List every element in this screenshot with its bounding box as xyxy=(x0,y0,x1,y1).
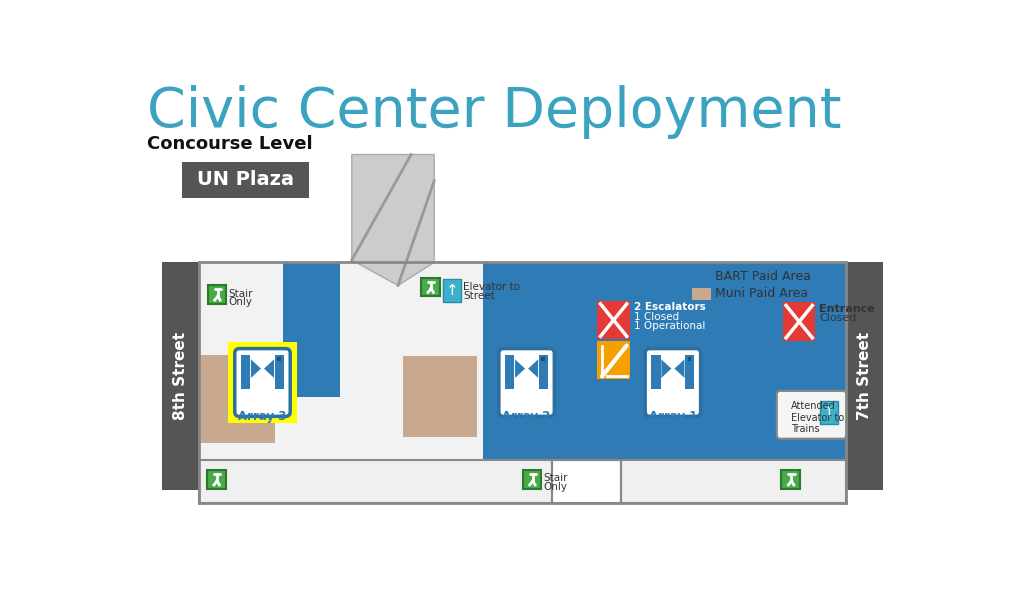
Text: Only: Only xyxy=(543,482,567,492)
Bar xyxy=(199,461,846,503)
Text: Array 1: Array 1 xyxy=(648,410,696,423)
Text: 7th Street: 7th Street xyxy=(856,332,871,421)
FancyBboxPatch shape xyxy=(234,349,290,416)
Bar xyxy=(162,262,199,490)
Text: Muni Paid Area: Muni Paid Area xyxy=(714,287,808,300)
Bar xyxy=(551,461,621,503)
Text: Only: Only xyxy=(228,297,253,307)
Text: Array 2: Array 2 xyxy=(502,410,550,423)
Text: Civic Center Deployment: Civic Center Deployment xyxy=(147,85,841,139)
Bar xyxy=(403,356,476,437)
Bar xyxy=(199,355,274,443)
Bar xyxy=(207,470,225,488)
Text: Stair: Stair xyxy=(543,474,568,483)
Bar xyxy=(199,262,846,490)
Bar xyxy=(240,355,250,389)
Bar xyxy=(522,470,541,488)
Bar xyxy=(783,302,814,341)
Text: BART Paid Area: BART Paid Area xyxy=(714,270,810,283)
Text: ↑: ↑ xyxy=(445,283,458,298)
FancyBboxPatch shape xyxy=(645,349,700,416)
Bar xyxy=(651,355,660,389)
Bar xyxy=(227,342,297,423)
Bar xyxy=(282,262,340,397)
Polygon shape xyxy=(482,262,846,490)
Text: Stair: Stair xyxy=(228,289,253,299)
FancyBboxPatch shape xyxy=(498,349,553,416)
Polygon shape xyxy=(528,359,538,378)
Bar xyxy=(504,355,514,389)
Bar xyxy=(277,357,280,361)
Bar xyxy=(597,341,629,380)
Text: 2 Escalators: 2 Escalators xyxy=(634,302,705,312)
Text: Street: Street xyxy=(463,291,495,301)
Text: 1 Operational: 1 Operational xyxy=(634,321,705,331)
Text: ↑: ↑ xyxy=(822,405,835,420)
Bar xyxy=(692,270,710,283)
Bar xyxy=(421,278,439,296)
Bar xyxy=(685,355,694,389)
Bar xyxy=(687,357,691,361)
Text: UN Plaza: UN Plaza xyxy=(197,171,293,189)
Bar xyxy=(274,355,283,389)
Polygon shape xyxy=(515,359,525,378)
Bar xyxy=(538,355,547,389)
Bar xyxy=(182,162,309,198)
Polygon shape xyxy=(251,359,261,378)
Bar xyxy=(819,401,838,424)
Text: Elevator to: Elevator to xyxy=(463,283,520,292)
Bar xyxy=(597,301,629,339)
Polygon shape xyxy=(352,155,434,286)
Bar xyxy=(541,357,544,361)
Bar xyxy=(692,288,710,300)
Text: 8th Street: 8th Street xyxy=(173,332,189,421)
Bar xyxy=(781,470,799,488)
Text: Attended
Elevator to
Trains: Attended Elevator to Trains xyxy=(790,401,843,434)
Bar xyxy=(846,262,882,490)
Polygon shape xyxy=(264,359,274,378)
Bar xyxy=(442,278,461,302)
Text: Array 3: Array 3 xyxy=(238,410,286,423)
Polygon shape xyxy=(674,359,684,378)
Text: 1 Closed: 1 Closed xyxy=(634,312,679,322)
Text: Closed: Closed xyxy=(818,313,856,323)
Bar xyxy=(208,286,226,304)
Text: Concourse Level: Concourse Level xyxy=(147,134,312,152)
Text: Entrance: Entrance xyxy=(818,304,874,314)
Polygon shape xyxy=(660,359,671,378)
FancyBboxPatch shape xyxy=(776,391,846,439)
